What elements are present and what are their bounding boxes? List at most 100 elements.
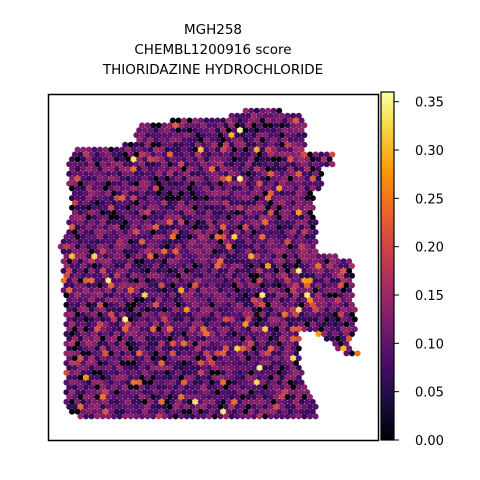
spot-point bbox=[66, 364, 73, 371]
spot-point bbox=[189, 209, 196, 216]
spot-point bbox=[203, 127, 210, 134]
spot-point bbox=[203, 224, 210, 231]
spot-point bbox=[77, 180, 84, 187]
spot-point bbox=[116, 413, 123, 420]
spot-point bbox=[85, 272, 92, 279]
spot-point bbox=[239, 170, 246, 177]
spot-point bbox=[253, 204, 260, 211]
spot-point bbox=[225, 408, 232, 415]
spot-point bbox=[307, 200, 313, 206]
spot-point bbox=[175, 340, 182, 347]
spot-point bbox=[237, 233, 243, 240]
spot-point bbox=[94, 248, 101, 255]
spot-point bbox=[256, 248, 263, 255]
spot-point bbox=[239, 112, 246, 119]
spot-point bbox=[153, 243, 159, 250]
spot-point bbox=[91, 292, 98, 299]
spot-point bbox=[105, 161, 112, 168]
spot-point bbox=[211, 151, 218, 158]
spot-point bbox=[144, 132, 151, 139]
spot-layer bbox=[57, 107, 361, 420]
spot-point bbox=[307, 306, 313, 313]
spot-point bbox=[209, 127, 215, 134]
spot-point bbox=[139, 229, 145, 236]
spot-point bbox=[74, 175, 81, 182]
spot-point bbox=[265, 350, 271, 357]
spot-point bbox=[186, 166, 193, 172]
spot-point bbox=[251, 180, 257, 187]
spot-point bbox=[186, 146, 193, 153]
spot-point bbox=[214, 292, 221, 299]
spot-point bbox=[262, 161, 269, 168]
spot-point bbox=[276, 204, 283, 211]
spot-point bbox=[276, 117, 283, 124]
spot-point bbox=[169, 311, 176, 318]
spot-point bbox=[329, 267, 336, 274]
spot-point bbox=[256, 141, 263, 148]
spot-point bbox=[155, 306, 162, 313]
spot-point bbox=[231, 389, 238, 396]
spot-point bbox=[181, 263, 187, 269]
spot-point bbox=[147, 321, 154, 328]
spot-point bbox=[239, 287, 246, 294]
spot-point bbox=[139, 306, 145, 313]
spot-point bbox=[195, 209, 201, 216]
spot-point bbox=[99, 287, 106, 294]
spot-point bbox=[186, 185, 193, 192]
spot-point bbox=[329, 151, 336, 158]
spot-point bbox=[203, 321, 210, 328]
spot-point bbox=[349, 292, 355, 299]
spot-point bbox=[197, 253, 204, 260]
spot-point bbox=[259, 263, 266, 269]
spot-point bbox=[167, 170, 173, 177]
spot-point bbox=[130, 282, 137, 289]
spot-point bbox=[326, 331, 333, 337]
spot-point bbox=[85, 282, 92, 289]
spot-point bbox=[105, 374, 112, 381]
spot-point bbox=[234, 355, 241, 362]
spot-point bbox=[262, 248, 269, 255]
spot-point bbox=[99, 277, 106, 284]
spot-point bbox=[111, 209, 117, 216]
spot-point bbox=[225, 146, 232, 153]
spot-point bbox=[150, 238, 157, 245]
spot-point bbox=[237, 146, 243, 153]
spot-point bbox=[228, 374, 235, 381]
spot-point bbox=[161, 248, 168, 255]
spot-point bbox=[122, 316, 129, 323]
spot-point bbox=[119, 331, 126, 337]
spot-point bbox=[276, 136, 283, 143]
spot-point bbox=[239, 238, 246, 245]
spot-point bbox=[189, 277, 196, 284]
spot-point bbox=[279, 413, 285, 420]
spot-point bbox=[293, 214, 299, 221]
spot-point bbox=[231, 350, 238, 357]
spot-point bbox=[248, 117, 255, 124]
spot-point bbox=[298, 272, 305, 279]
spot-point bbox=[245, 219, 252, 226]
spot-point bbox=[116, 238, 123, 245]
spot-point bbox=[144, 413, 151, 420]
spot-point bbox=[155, 161, 162, 168]
spot-point bbox=[178, 141, 185, 148]
spot-point bbox=[133, 277, 140, 284]
spot-point bbox=[197, 185, 204, 192]
spot-point bbox=[304, 224, 311, 231]
spot-point bbox=[155, 238, 162, 245]
spot-point bbox=[147, 224, 154, 231]
spot-point bbox=[119, 214, 126, 221]
spot-point bbox=[248, 272, 255, 279]
spot-point bbox=[144, 355, 151, 362]
spot-point bbox=[287, 243, 294, 250]
spot-point bbox=[99, 374, 106, 381]
spot-point bbox=[77, 258, 84, 265]
spot-point bbox=[295, 122, 302, 129]
spot-point bbox=[270, 292, 277, 299]
spot-point bbox=[262, 229, 269, 236]
spot-point bbox=[245, 364, 252, 371]
spot-point bbox=[307, 316, 313, 323]
spot-point bbox=[178, 170, 185, 177]
spot-point bbox=[119, 321, 126, 328]
spot-point bbox=[234, 248, 241, 255]
spot-point bbox=[155, 413, 162, 420]
